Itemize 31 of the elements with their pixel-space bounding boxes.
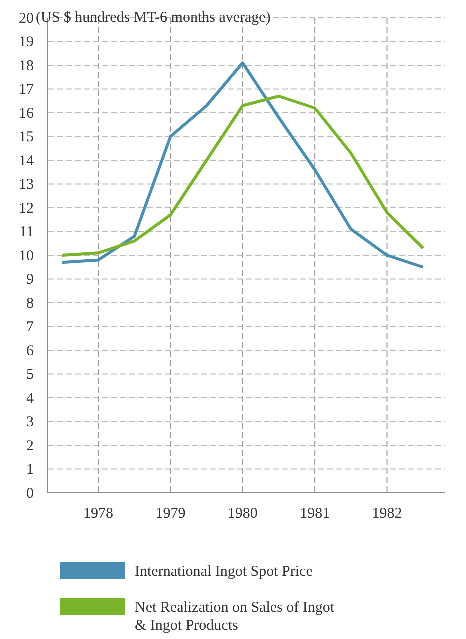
y-tick-label: 7 [26, 320, 34, 336]
y-tick-label: 19 [19, 34, 34, 51]
y-tick-label: 5 [26, 367, 34, 384]
y-tick-label: 15 [19, 130, 34, 146]
x-tick-label: 1982 [372, 506, 402, 522]
line-series [60, 62, 425, 269]
y-tick-label: 17 [19, 82, 34, 98]
legend-label: International Ingot Spot Price [135, 564, 314, 580]
y-tick-label: 8 [26, 296, 34, 312]
y-tick-label: 11 [20, 224, 34, 241]
x-tick-label: 1981 [300, 506, 330, 522]
y-axis-title: (US $ hundreds MT-6 months average) [36, 10, 271, 26]
y-tick-label: 3 [26, 414, 34, 431]
y-tick-label: 13 [19, 177, 34, 194]
line-series [60, 94, 425, 257]
y-tick-label: 20 [19, 10, 34, 27]
y-tick-label: 10 [19, 248, 34, 264]
y-tick-label: 9 [26, 272, 34, 288]
y-tick-label: 6 [26, 343, 34, 360]
x-tick-label: 1979 [156, 506, 186, 522]
y-tick-label: 18 [19, 58, 34, 74]
y-tick-label: 0 [26, 486, 34, 502]
y-tick-label: 2 [26, 438, 34, 454]
legend-label: Net Realization on Sales of Ingot & Ingot Products [135, 600, 336, 634]
y-tick-label: 12 [19, 200, 34, 217]
y-tick-label: 4 [26, 390, 34, 407]
x-tick-label: 1980 [228, 506, 258, 522]
y-tick-label: 16 [19, 106, 34, 122]
y-tick-label: 14 [19, 153, 34, 170]
y-tick-label: 1 [26, 462, 34, 478]
x-tick-label: 1978 [84, 506, 114, 522]
